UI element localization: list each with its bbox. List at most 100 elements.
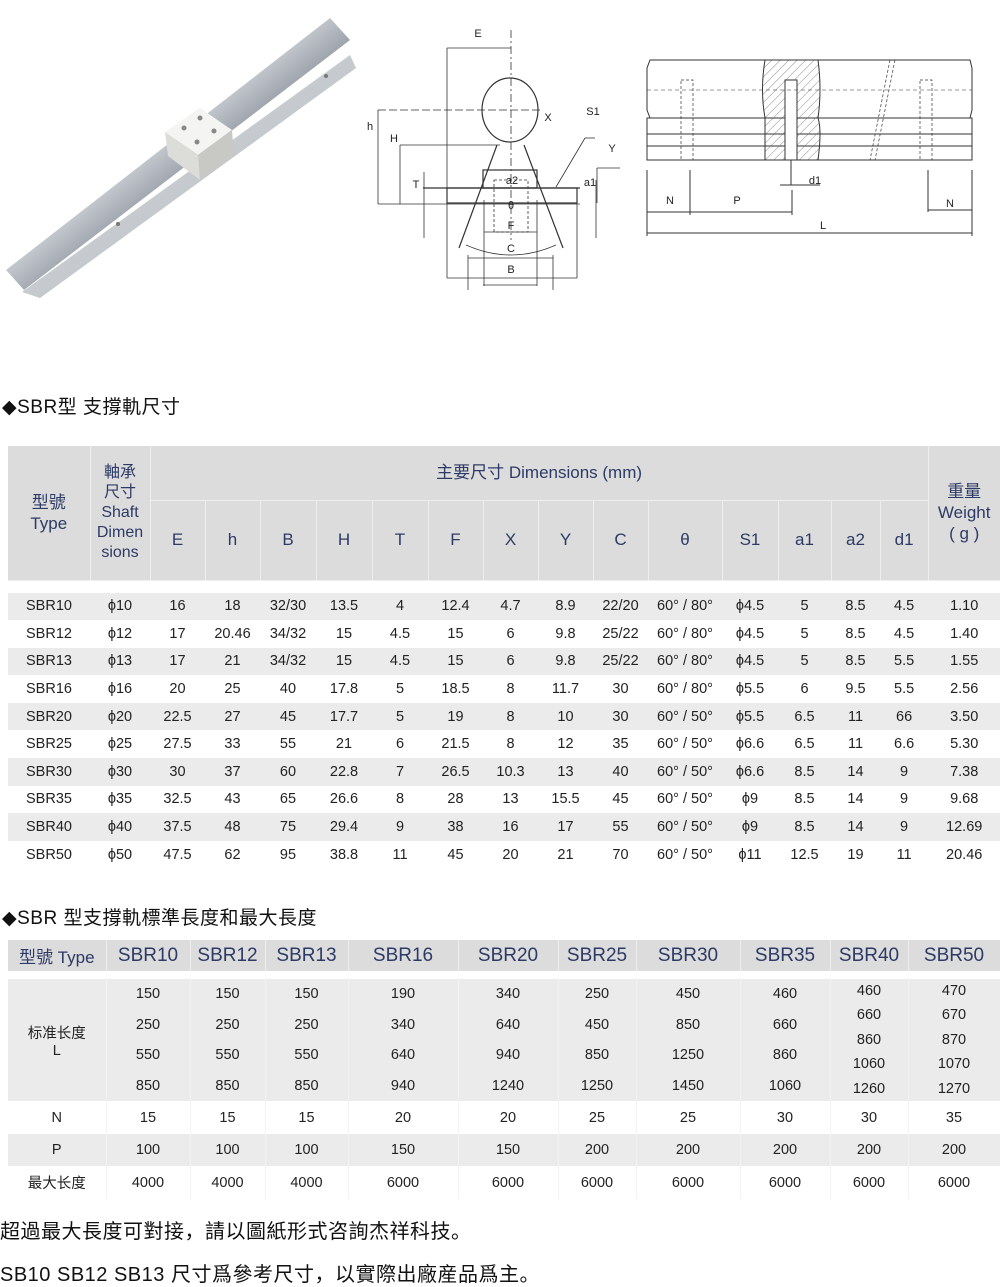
std-length-value: 460 — [856, 983, 882, 1000]
value-cell: 13 — [538, 758, 593, 786]
std-length-value: 450 — [675, 986, 701, 1002]
std-length-cell: 450 850 1250 1450 — [636, 979, 741, 1101]
value-cell: 5 — [800, 625, 809, 642]
std-length-value: 150 — [294, 986, 319, 1002]
std-length-value: 1240 — [491, 1077, 525, 1094]
P-value: 200 — [636, 1134, 741, 1166]
value-cell: ϕ25 — [107, 736, 133, 753]
model-header: SBR35 — [740, 940, 831, 971]
P-value: 150 — [458, 1134, 559, 1166]
value-cell: 55 — [593, 813, 648, 841]
std-length-value: 1070 — [937, 1056, 971, 1073]
value-cell: 60° / 50° — [657, 846, 713, 863]
table-row: SBR50 ϕ50 47.5 62 95 38.8 11 45 20 21 70 60° / 50° ϕ… — [8, 841, 1000, 869]
value-cell: 27 — [205, 702, 260, 731]
max-value: 6000 — [458, 1166, 559, 1199]
value-cell: 30 — [612, 681, 629, 698]
header-col: B — [260, 500, 317, 581]
value-cell: 6.5 — [794, 736, 815, 753]
value-cell: 9 — [880, 758, 929, 786]
header-col: T — [372, 500, 429, 581]
value-cell: 1.55 — [928, 647, 1000, 676]
value-cell: ϕ6.6 — [722, 758, 778, 786]
model-cell: SBR50 — [26, 846, 72, 863]
value-cell: ϕ4.5 — [722, 647, 778, 676]
model-cell: SBR35 — [26, 791, 72, 808]
value-cell: 8 — [483, 702, 538, 731]
value-cell: 8.5 — [831, 647, 880, 676]
std-length-value: 470 — [941, 983, 967, 1000]
value-cell: 20.46 — [946, 846, 983, 863]
table-row: SBR16 ϕ16 20 25 40 17.8 5 18.5 8 11.7 30 60° / 80° ϕ… — [8, 675, 1000, 703]
table-row: SBR12 ϕ12 17 20.46 34/32 15 4.5 15 6 9.8 25/22 60° … — [8, 620, 1000, 648]
value-cell: 25/22 — [593, 647, 648, 676]
value-cell: 4.5 — [894, 625, 915, 642]
std-length-value: 850 — [584, 1047, 610, 1063]
value-cell: 60° / 50° — [648, 813, 722, 841]
std-length-value: 860 — [856, 1031, 882, 1048]
model-cell: SBR10 — [8, 592, 90, 621]
std-length-value: 1450 — [671, 1077, 705, 1094]
value-cell: 30 — [593, 702, 648, 731]
std-length-label: 标准长度 L — [8, 979, 107, 1101]
N-value: 15 — [106, 1101, 191, 1134]
model-cell: SBR25 — [26, 736, 72, 753]
value-cell: 15 — [428, 647, 483, 676]
N-value: 25 — [558, 1101, 637, 1134]
value-cell: ϕ12 — [107, 625, 133, 642]
value-cell: 32/30 — [260, 592, 316, 621]
P-value: 200 — [558, 1134, 637, 1166]
value-cell: 6 — [395, 736, 405, 753]
value-cell: 11 — [847, 736, 864, 753]
length-table: 型號 Type SBR10 SBR12 SBR13 SBR16 SBR20 SBR25 SBR… — [8, 940, 1000, 1199]
header-col: C — [593, 500, 649, 581]
value-cell: ϕ10 — [90, 592, 150, 621]
std-length-cell: 470 670 870 1070 1270 — [908, 979, 1000, 1101]
label-H: H — [390, 133, 398, 145]
header-dimensions-group: 主要尺寸 Dimensions (mm) — [150, 446, 929, 501]
value-cell: 22/20 — [593, 592, 648, 621]
P-label: P — [8, 1134, 107, 1166]
std-length-value: 250 — [215, 1016, 240, 1033]
header-shaft-en: Shaft Dimensions — [96, 503, 144, 561]
value-cell: ϕ50 — [107, 846, 133, 863]
header-col: S1 — [722, 500, 779, 581]
label-F: F — [508, 220, 515, 232]
value-cell: 21 — [335, 736, 353, 753]
footer-note-2: SB10 SB12 SB13 尺寸爲參考尺寸，以實際出廠産品爲主。 — [0, 1264, 540, 1286]
P-value: 100 — [106, 1134, 191, 1166]
std-length-value: 550 — [294, 1047, 319, 1063]
std-length-value: 1270 — [937, 1080, 971, 1097]
P-value: 200 — [740, 1134, 831, 1166]
value-cell: 26.6 — [329, 791, 359, 808]
std-length-value: 250 — [584, 986, 610, 1002]
std-length-value: 640 — [495, 1016, 521, 1033]
std-length-value: 660 — [856, 1007, 882, 1024]
P-row: P 100 100 100 150 150 200 200 200 200 200 — [8, 1134, 1000, 1166]
header-weight-unit: ( g ) — [949, 524, 980, 544]
value-cell: ϕ9 — [741, 791, 759, 808]
value-cell: 25 — [224, 681, 241, 698]
value-cell: 12 — [557, 736, 574, 753]
std-length-value: 850 — [675, 1016, 701, 1033]
value-cell: ϕ30 — [90, 758, 150, 786]
header-col: F — [428, 500, 484, 581]
value-cell: ϕ4.5 — [722, 592, 778, 621]
header-type: 型號 Type — [8, 446, 91, 581]
std-length-cell: 250 450 850 1250 — [558, 979, 637, 1101]
value-cell: 7 — [372, 758, 428, 786]
N-value: 30 — [740, 1101, 831, 1134]
section1-title: ◆SBR型 支撐軌尺寸 — [2, 397, 181, 418]
value-cell: 1.10 — [928, 592, 1000, 621]
N-value: 15 — [265, 1101, 349, 1134]
label-L: L — [820, 220, 826, 232]
P-value: 150 — [348, 1134, 459, 1166]
value-cell: ϕ16 — [107, 681, 133, 698]
N-value: 20 — [458, 1101, 559, 1134]
header-col: θ — [648, 500, 723, 581]
value-cell: 5 — [778, 647, 831, 676]
value-cell: 60° / 50° — [657, 791, 713, 808]
value-cell: 5 — [372, 702, 428, 731]
value-cell: ϕ5.5 — [722, 702, 778, 731]
dimensions-table: 型號 Type 軸承尺寸 Shaft Dimensions 主要尺寸 Dimensi… — [8, 446, 1000, 868]
